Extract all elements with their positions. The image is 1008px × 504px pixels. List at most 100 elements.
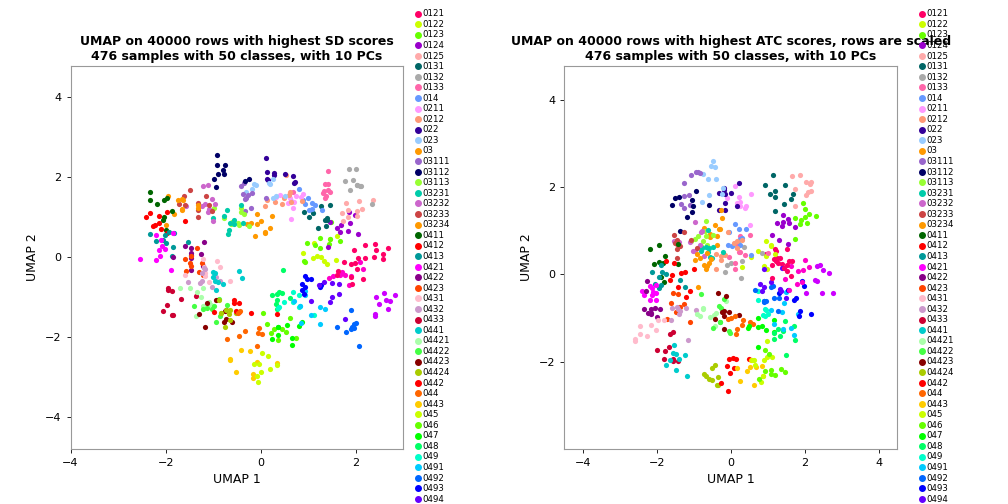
Point	[694, 244, 710, 253]
Point	[230, 309, 246, 318]
Point	[696, 304, 712, 312]
Point	[237, 176, 253, 184]
Point	[700, 226, 716, 234]
Point	[766, 245, 782, 253]
Point	[255, 309, 271, 318]
Point	[267, 192, 283, 200]
Point	[269, 309, 285, 318]
Point	[756, 297, 772, 305]
Point	[772, 285, 788, 293]
Point	[727, 312, 743, 320]
Point	[711, 206, 727, 214]
Point	[212, 311, 228, 320]
Point	[767, 207, 783, 215]
Point	[698, 227, 714, 235]
Point	[702, 254, 718, 262]
Point	[656, 252, 672, 260]
Point	[325, 293, 341, 301]
Point	[164, 287, 180, 295]
Point	[297, 291, 313, 299]
Point	[243, 204, 259, 212]
Point	[668, 350, 684, 358]
Point	[686, 247, 703, 255]
Point	[657, 257, 673, 265]
Point	[234, 208, 250, 216]
Point	[148, 237, 164, 245]
Point	[348, 319, 364, 327]
Point	[699, 243, 715, 251]
Point	[166, 210, 182, 218]
Point	[322, 240, 338, 248]
Point	[632, 330, 648, 338]
Point	[771, 332, 787, 340]
Point	[201, 278, 217, 286]
Point	[734, 321, 750, 329]
Point	[207, 269, 223, 277]
Point	[253, 367, 269, 375]
Point	[654, 268, 670, 276]
Point	[692, 254, 709, 262]
Point	[755, 372, 771, 381]
Point	[269, 361, 285, 369]
Point	[704, 376, 720, 385]
Point	[781, 219, 797, 227]
Point	[746, 381, 762, 389]
Point	[655, 278, 671, 286]
Point	[344, 260, 360, 268]
Point	[713, 304, 729, 312]
Point	[165, 253, 181, 261]
Point	[723, 313, 739, 322]
Point	[720, 241, 736, 249]
Point	[767, 193, 783, 201]
Point	[219, 335, 235, 343]
Point	[766, 329, 782, 337]
Point	[662, 356, 678, 364]
X-axis label: UMAP 1: UMAP 1	[213, 473, 261, 486]
Point	[220, 230, 236, 238]
Point	[722, 368, 738, 376]
Point	[679, 372, 696, 380]
Point	[688, 250, 705, 259]
Point	[205, 217, 221, 225]
Point	[173, 195, 190, 203]
Point	[353, 182, 369, 191]
Point	[639, 277, 655, 285]
Point	[349, 181, 365, 189]
Point	[151, 251, 167, 260]
Point	[297, 258, 313, 266]
Point	[714, 256, 730, 264]
Point	[643, 310, 659, 318]
Point	[181, 259, 198, 267]
Point	[295, 191, 311, 199]
Point	[648, 295, 664, 303]
Point	[738, 225, 754, 233]
Point	[777, 288, 793, 296]
Point	[747, 361, 763, 369]
Point	[270, 336, 286, 344]
Point	[344, 273, 360, 281]
Point	[730, 239, 746, 247]
Point	[271, 288, 287, 296]
Point	[796, 256, 812, 264]
Point	[232, 307, 248, 315]
Point	[682, 170, 699, 178]
Point	[171, 200, 187, 208]
Point	[745, 320, 761, 328]
Point	[767, 250, 783, 259]
Point	[742, 319, 758, 327]
Point	[280, 191, 296, 199]
Point	[681, 287, 698, 295]
Point	[697, 370, 713, 379]
Point	[216, 212, 232, 220]
Point	[703, 230, 719, 238]
Point	[240, 191, 256, 199]
Point	[249, 342, 265, 350]
Point	[251, 360, 267, 368]
Point	[141, 196, 157, 204]
Point	[775, 327, 791, 335]
Point	[301, 213, 318, 221]
Point	[282, 314, 298, 323]
Point	[669, 254, 685, 262]
Point	[783, 262, 799, 270]
Point	[675, 179, 691, 187]
